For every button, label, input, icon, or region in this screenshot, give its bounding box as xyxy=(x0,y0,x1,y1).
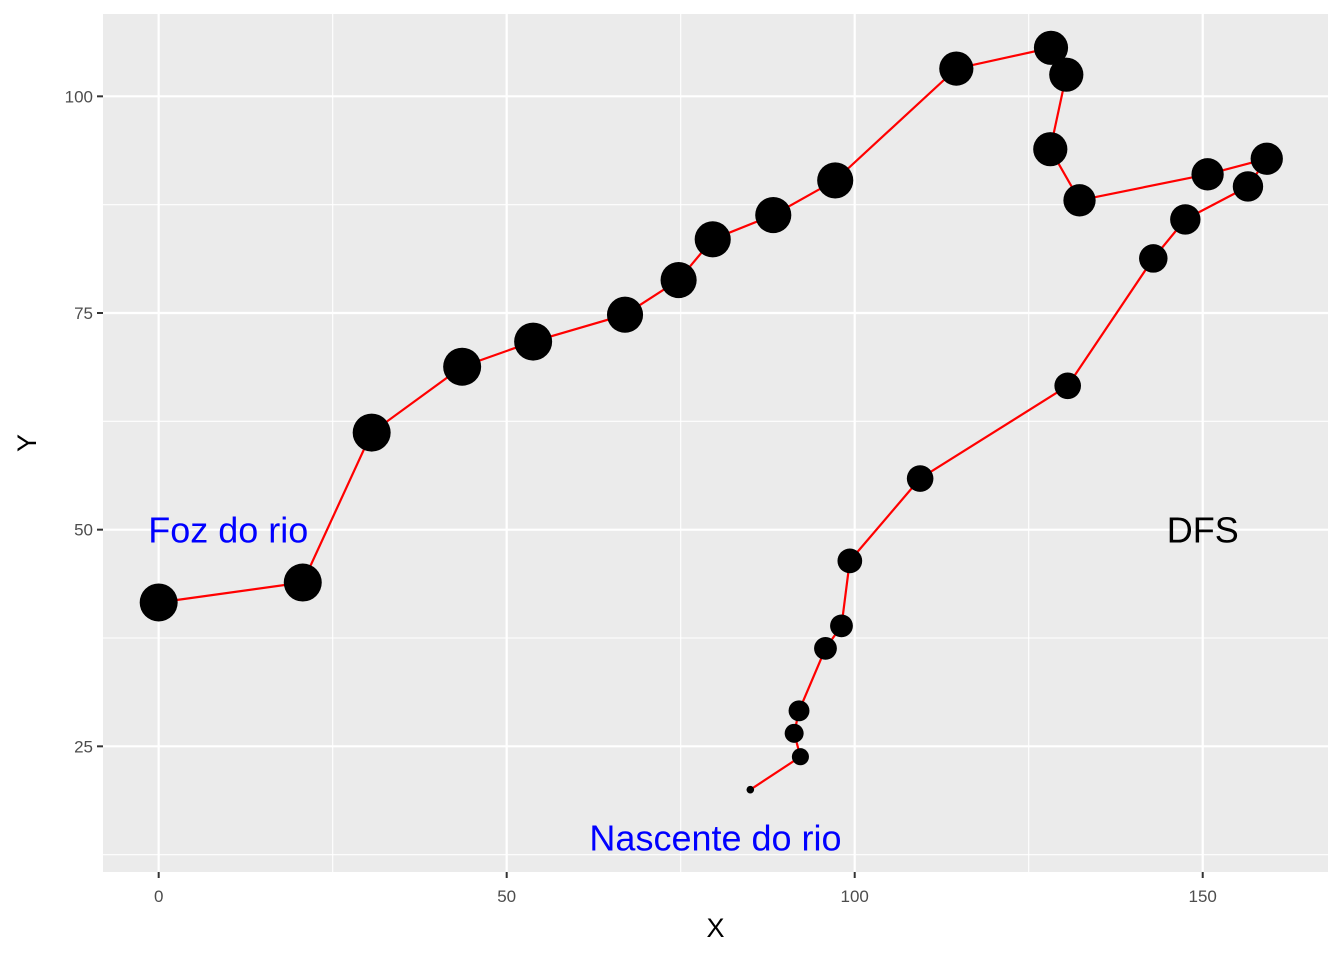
x-tick-label: 50 xyxy=(497,887,516,906)
data-point xyxy=(1232,171,1264,202)
data-point xyxy=(1054,372,1081,400)
major-gridlines xyxy=(103,14,1328,872)
data-point xyxy=(514,322,553,361)
y-tick-label: 25 xyxy=(74,737,93,756)
x-tick-label: 0 xyxy=(154,887,163,906)
data-point xyxy=(791,748,809,766)
data-point xyxy=(352,413,391,452)
data-point xyxy=(1250,142,1283,175)
y-tick-label: 75 xyxy=(74,304,93,323)
data-point xyxy=(755,197,792,234)
x-tick-label: 100 xyxy=(841,887,869,906)
data-point xyxy=(660,262,697,299)
plot-panel xyxy=(103,14,1328,872)
data-point xyxy=(837,548,863,574)
x-tick-label: 150 xyxy=(1189,887,1217,906)
annotation-label: DFS xyxy=(1167,510,1239,551)
annotation-label: Nascente do rio xyxy=(589,817,841,858)
data-point xyxy=(1063,184,1096,217)
data-point xyxy=(939,51,974,86)
data-point xyxy=(1139,244,1168,273)
data-point xyxy=(814,637,837,660)
axis-ticks xyxy=(97,95,1204,878)
data-point xyxy=(1033,30,1069,65)
data-point xyxy=(1033,132,1068,167)
y-tick-label: 50 xyxy=(74,521,93,540)
data-point xyxy=(1170,204,1201,235)
data-point xyxy=(906,465,934,492)
minor-gridlines xyxy=(103,14,1328,872)
annotations: Foz do rio Nascente do rio DFS xyxy=(148,510,1238,859)
data-point xyxy=(784,723,804,743)
data-point xyxy=(830,614,853,638)
y-tick-label: 100 xyxy=(65,87,93,106)
data-point xyxy=(817,162,854,199)
x-tick-labels: 0 50 100 150 xyxy=(154,887,1217,906)
data-point xyxy=(1049,57,1084,92)
x-axis-title: X xyxy=(706,913,724,943)
y-axis-title: Y xyxy=(12,434,42,452)
data-point xyxy=(443,347,482,386)
data-point xyxy=(283,563,322,602)
annotation-label: Foz do rio xyxy=(148,510,308,551)
data-point xyxy=(139,583,178,622)
y-tick-labels: 25 50 75 100 xyxy=(65,87,93,756)
data-point xyxy=(788,700,810,722)
river-points xyxy=(139,30,1283,794)
data-point xyxy=(746,785,755,794)
data-point xyxy=(606,296,644,333)
data-point xyxy=(694,221,731,258)
data-point xyxy=(1191,158,1224,191)
